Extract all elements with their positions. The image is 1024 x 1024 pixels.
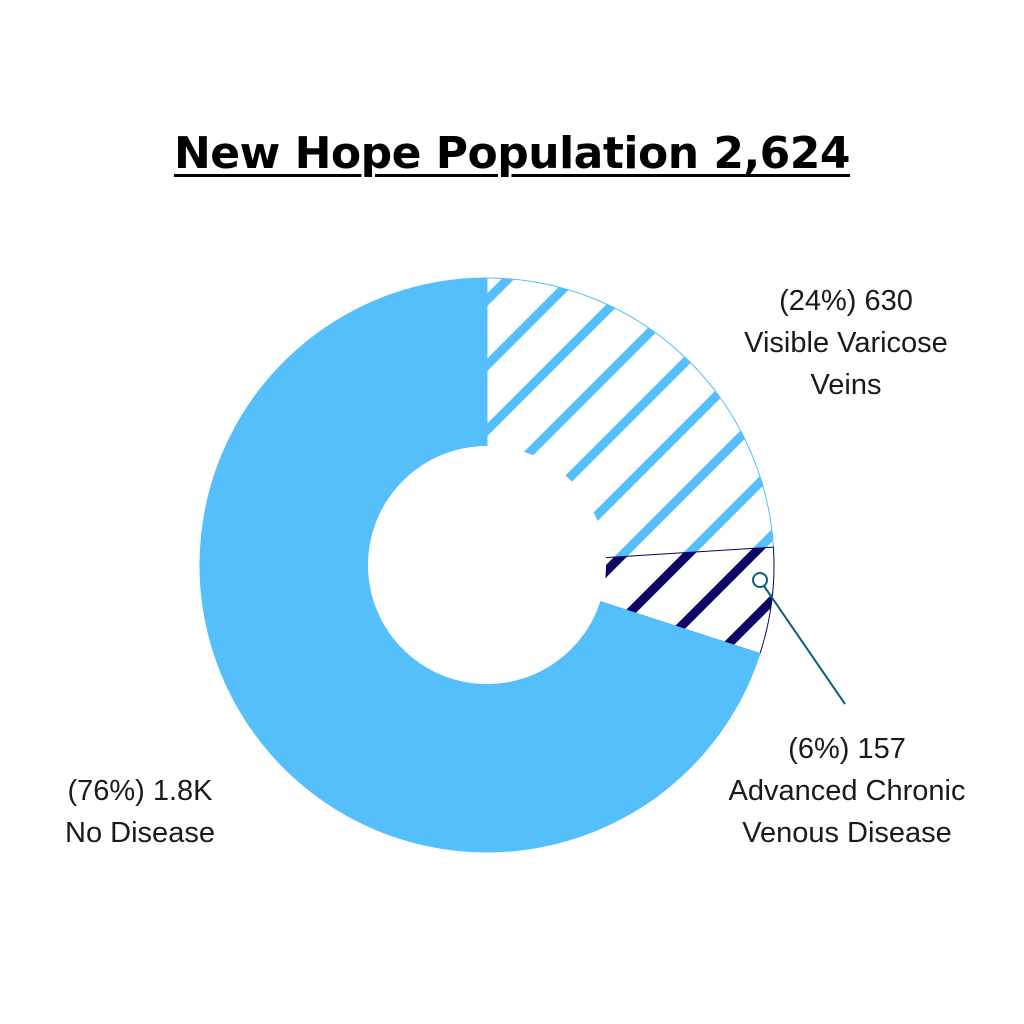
label-no-disease: (76%) 1.8K No Disease [40, 770, 240, 854]
label-advanced-line1: (6%) 157 [788, 733, 906, 765]
leader-marker [752, 572, 768, 588]
label-visible-line3: Veins [810, 369, 882, 401]
label-no-disease-line2: No Disease [65, 817, 215, 849]
label-visible-varicose-veins: (24%) 630 Visible Varicose Veins [716, 280, 976, 406]
label-no-disease-line1: (76%) 1.8K [67, 775, 213, 807]
donut-hole [368, 446, 606, 684]
label-visible-line1: (24%) 630 [779, 285, 913, 317]
label-advanced-line3: Venous Disease [742, 817, 952, 849]
label-advanced-line2: Advanced Chronic [728, 775, 966, 807]
chart-title: New Hope Population 2,624 [173, 128, 851, 179]
label-visible-line2: Visible Varicose [744, 327, 948, 359]
label-advanced-chronic: (6%) 157 Advanced Chronic Venous Disease [707, 728, 987, 854]
leader-line [763, 585, 846, 705]
